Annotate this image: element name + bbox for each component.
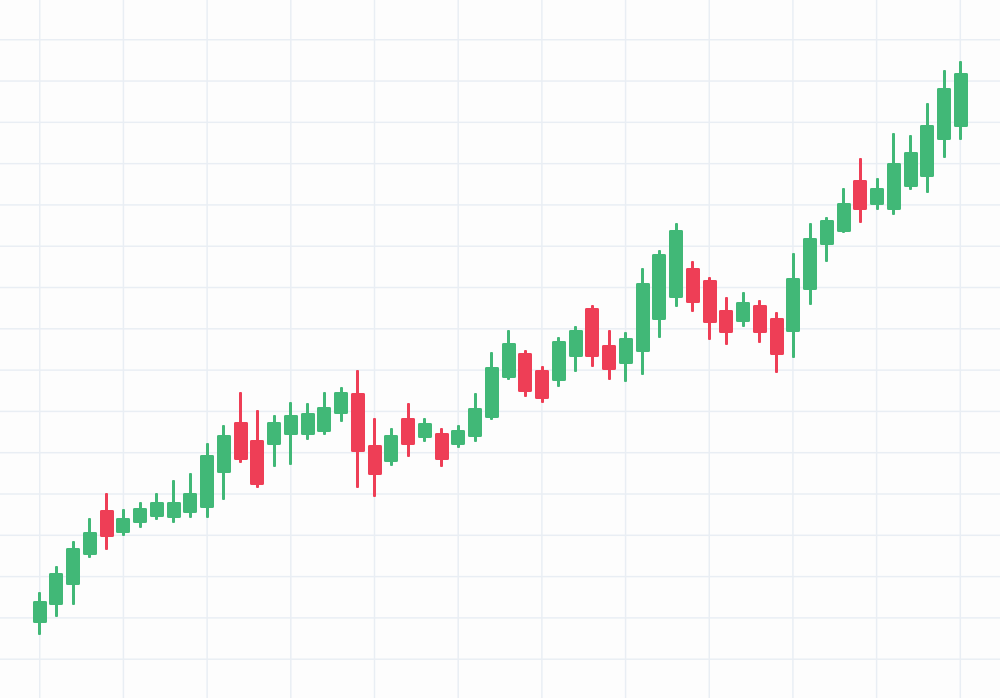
- bullish-candle-body: [200, 455, 214, 509]
- bearish-candle-body: [685, 268, 700, 303]
- bullish-candle-body: [501, 342, 516, 379]
- bearish-candle-body: [434, 432, 449, 460]
- bullish-candle-body: [937, 87, 951, 141]
- bullish-candle-body: [468, 408, 482, 437]
- bearish-candle-body: [585, 307, 600, 357]
- bullish-candle-body: [183, 492, 198, 514]
- bullish-candle-body: [166, 501, 181, 518]
- bullish-candle-body: [953, 73, 968, 128]
- bearish-candle-body: [401, 418, 415, 446]
- bullish-candle-body: [736, 302, 750, 322]
- bullish-candle-body: [669, 230, 683, 299]
- bullish-candle-body: [149, 501, 164, 518]
- bearish-candle-body: [99, 510, 114, 537]
- bearish-candle-body: [367, 445, 382, 476]
- bearish-candle-body: [702, 279, 717, 324]
- bullish-candle-body: [32, 600, 47, 624]
- bearish-candle-body: [350, 392, 365, 453]
- bullish-candle-body: [819, 219, 834, 245]
- bullish-candle-body: [886, 163, 901, 211]
- bearish-candle-body: [719, 309, 734, 333]
- bullish-candle-body: [334, 392, 348, 414]
- bullish-candle-body: [267, 422, 281, 446]
- bullish-candle-body: [870, 187, 884, 206]
- bullish-candle-body: [66, 547, 80, 585]
- bullish-candle-body: [133, 508, 147, 523]
- bullish-candle-body: [116, 517, 131, 534]
- bearish-candle-body: [250, 439, 265, 486]
- bearish-candle-body: [233, 422, 248, 460]
- bullish-candle-body: [836, 203, 851, 232]
- bullish-candle-body: [786, 277, 801, 333]
- bullish-candle-body: [300, 413, 315, 435]
- bearish-candle-body: [769, 318, 784, 356]
- bullish-candle-body: [82, 531, 97, 555]
- bullish-candle-wick: [172, 480, 175, 523]
- bullish-candle-body: [384, 434, 399, 463]
- bullish-candle-body: [49, 573, 64, 606]
- bullish-candle-body: [618, 337, 633, 364]
- bullish-candle-body: [635, 282, 650, 352]
- bullish-candle-body: [216, 434, 231, 474]
- bullish-candle-body: [903, 152, 918, 188]
- bullish-candle-body: [803, 238, 817, 290]
- bullish-candle-body: [484, 367, 499, 419]
- bullish-candle-body: [568, 330, 583, 357]
- bearish-candle-body: [518, 353, 533, 393]
- bearish-candle-body: [853, 180, 868, 211]
- bullish-candle-body: [317, 406, 332, 433]
- bullish-candle-body: [920, 124, 935, 178]
- bullish-candle-body: [417, 422, 432, 439]
- bullish-candle-body: [283, 415, 298, 435]
- bullish-candle-body: [451, 429, 466, 446]
- bearish-candle-body: [602, 344, 616, 370]
- bullish-candle-body: [551, 341, 566, 382]
- bearish-candle-body: [535, 369, 549, 400]
- bullish-candle-body: [652, 254, 667, 320]
- bearish-candle-body: [752, 305, 767, 333]
